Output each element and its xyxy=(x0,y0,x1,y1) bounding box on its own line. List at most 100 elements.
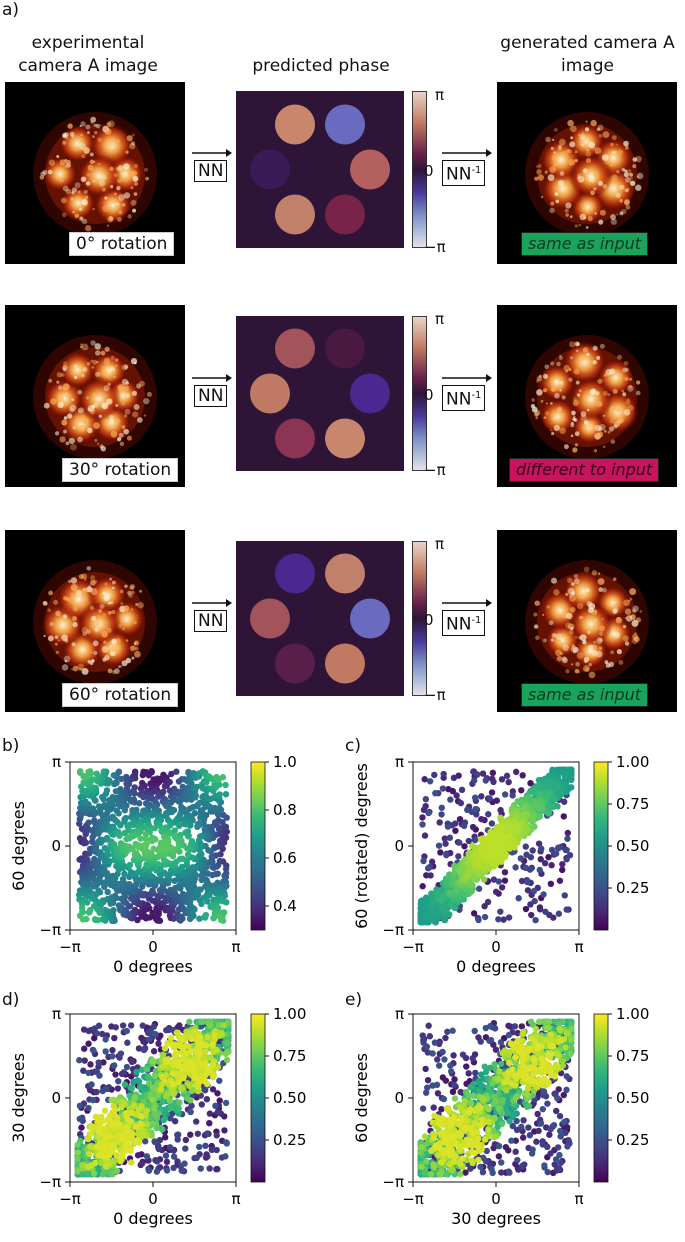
scatter-point xyxy=(154,1091,162,1099)
scatter-point xyxy=(463,1063,470,1070)
scatter-point xyxy=(89,1096,97,1104)
scatter-point xyxy=(535,1127,542,1135)
scatter-point xyxy=(559,866,566,874)
scatter-point xyxy=(83,899,91,906)
scatter-point xyxy=(453,886,460,894)
scatter-point xyxy=(159,1051,166,1059)
scatter-point xyxy=(465,1070,472,1077)
scatter-point xyxy=(74,1149,82,1156)
scatter-point xyxy=(422,1065,429,1073)
phase-circle xyxy=(250,598,290,639)
scatter-point xyxy=(475,885,483,892)
scatter-point xyxy=(213,1046,220,1054)
rotation-label-row1: 0° rotation xyxy=(69,232,175,256)
scatter-point xyxy=(153,1158,161,1165)
scatter-point xyxy=(198,900,205,908)
scatter-point xyxy=(113,1167,121,1175)
scatter-point xyxy=(431,771,438,779)
nn-inverse-box-row2: NN-1 xyxy=(442,385,486,411)
scatter-point xyxy=(435,890,442,897)
scatter-point xyxy=(188,1102,195,1109)
scatter-point xyxy=(135,1130,142,1138)
scatter-point xyxy=(111,1034,118,1042)
scatter-point xyxy=(217,1032,224,1039)
y-axis-title: 30 degrees xyxy=(9,1053,28,1143)
scatter-point xyxy=(106,1116,114,1123)
scatter-point xyxy=(556,1127,564,1135)
scatter-point xyxy=(142,842,150,849)
x-tick-label: π xyxy=(231,1190,240,1208)
scatter-point xyxy=(143,1121,151,1128)
scatter-point xyxy=(518,1123,525,1131)
scatter-point xyxy=(209,1041,216,1048)
scatter-point xyxy=(419,814,426,821)
scatter-point xyxy=(547,880,555,888)
scatter-point xyxy=(506,1117,513,1125)
scatter-point xyxy=(128,1085,136,1092)
panel-label-a: a) xyxy=(2,0,20,20)
scatter-point xyxy=(544,1100,551,1107)
scatter-point xyxy=(207,1054,215,1061)
result-label-row2: different to input xyxy=(509,458,660,482)
colorbar-tick-label: 1.00 xyxy=(273,1005,306,1023)
scatter-point xyxy=(186,805,193,812)
scatter-point xyxy=(186,1018,193,1025)
scatter-point xyxy=(149,1057,157,1065)
scatter-point xyxy=(555,1086,562,1093)
phase-map-row1 xyxy=(236,91,404,248)
scatter-point xyxy=(93,770,100,777)
scatter-point xyxy=(208,1146,216,1154)
scatter-point xyxy=(115,1078,122,1085)
scatter-point xyxy=(447,1068,455,1075)
scatter-point xyxy=(101,1107,109,1114)
scatter-point xyxy=(118,895,125,902)
scatter-point xyxy=(109,1096,117,1103)
scatter-point xyxy=(85,1040,92,1047)
scatter-point xyxy=(487,1022,494,1030)
result-label-row1: same as input xyxy=(521,232,649,256)
scatter-point xyxy=(497,1039,505,1046)
scatter-point xyxy=(439,1048,446,1056)
scatter-point xyxy=(223,1039,231,1047)
scatter-point xyxy=(162,1152,170,1159)
scatter-point xyxy=(112,788,120,795)
scatter-point xyxy=(192,1118,200,1125)
scatter-point xyxy=(166,1144,174,1151)
scatter-point xyxy=(202,1048,209,1056)
scatter-point xyxy=(510,1111,517,1118)
scatter-point xyxy=(422,894,430,901)
scatter-point xyxy=(155,911,162,919)
scatter-point xyxy=(85,1069,92,1077)
scatter-point xyxy=(153,1168,161,1175)
scatter-point xyxy=(563,846,570,854)
scatter-point xyxy=(148,767,155,775)
scatter-point xyxy=(88,776,96,783)
scatter-point xyxy=(203,1080,211,1088)
scatter-point xyxy=(479,1168,487,1176)
scatter-point xyxy=(84,1135,92,1143)
scatter-point xyxy=(82,798,89,805)
scatter-point xyxy=(540,891,547,898)
scatter-point xyxy=(152,1030,159,1038)
scatter-point xyxy=(426,1033,434,1040)
scatter-point xyxy=(180,1044,187,1051)
scatter-point xyxy=(439,785,447,792)
scatter-point xyxy=(536,790,544,798)
scatter-point xyxy=(198,1018,206,1025)
scatter-point xyxy=(470,777,478,784)
phase-circle xyxy=(275,553,315,594)
scatter-point xyxy=(128,1109,135,1117)
scatter-point xyxy=(214,1090,221,1097)
scatter-point xyxy=(137,1120,144,1127)
scatter-point xyxy=(88,1081,95,1088)
phase-circle xyxy=(325,328,365,369)
scatter-point xyxy=(447,796,454,803)
scatter-point xyxy=(490,876,498,883)
scatter-point xyxy=(556,877,564,884)
scatter-point xyxy=(159,1098,166,1105)
x-tick-label: −π xyxy=(59,938,81,956)
scatter-point xyxy=(434,1056,441,1063)
scatter-point xyxy=(169,1110,176,1117)
scatter-point xyxy=(182,1145,189,1152)
